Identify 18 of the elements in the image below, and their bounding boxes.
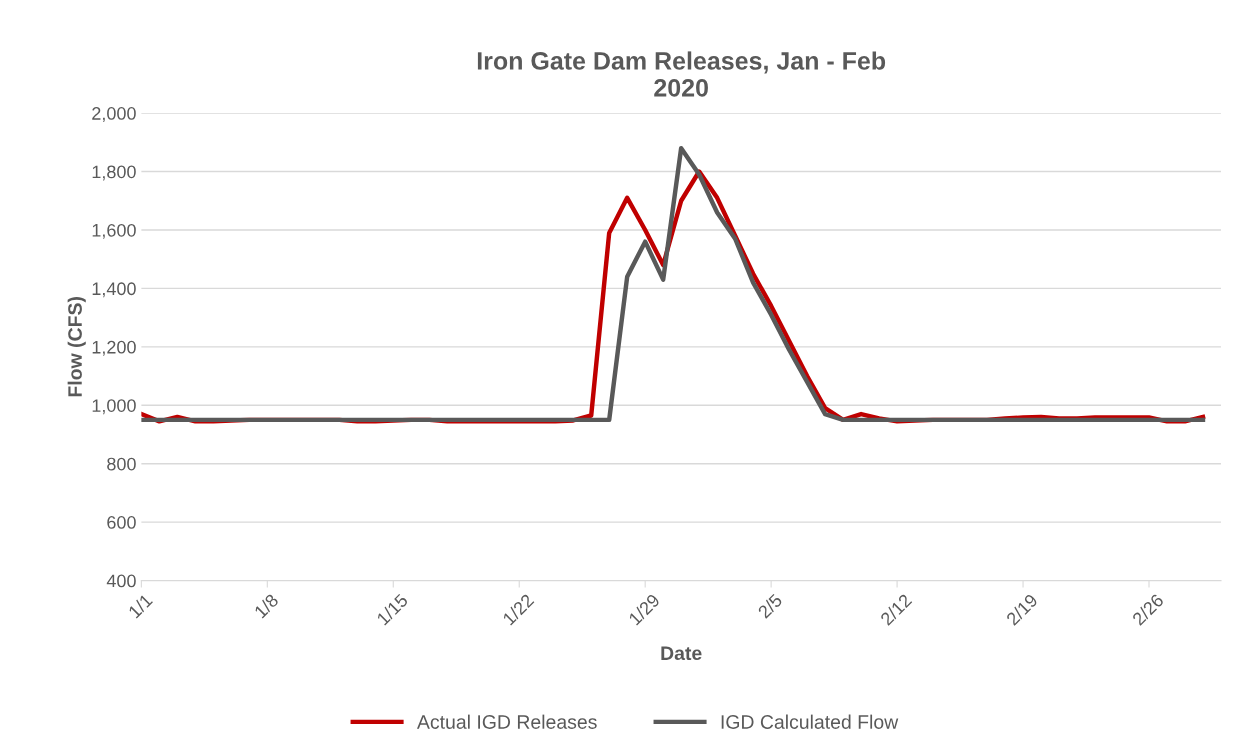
y-tick-label: 1,000 [92,399,136,415]
x-axis-title: Date [661,646,702,661]
y-tick-label: 1,400 [92,282,136,298]
y-tick-label: 600 [107,516,136,529]
x-tick-label: 1/29 [627,592,661,626]
y-tick-label: 1,600 [92,223,136,239]
legend-label: IGD Calculated Flow [721,714,899,729]
y-axis-title: Flow (CFS) [67,297,86,397]
x-tick-label: 1/8 [253,592,280,619]
legend-label: Actual IGD Releases [416,714,597,729]
chart-title: Iron Gate Dam Releases, Jan - Feb 2020 [477,51,886,97]
y-tick-label: 2,000 [92,107,136,122]
x-tick-label: 1/1 [127,593,154,619]
y-tick-label: 1,800 [92,165,136,181]
y-tick-label: 800 [107,457,136,471]
x-tick-label: 2/5 [756,592,783,619]
y-tick-label: 1,200 [92,340,136,356]
y-tick-label: 400 [106,574,136,588]
